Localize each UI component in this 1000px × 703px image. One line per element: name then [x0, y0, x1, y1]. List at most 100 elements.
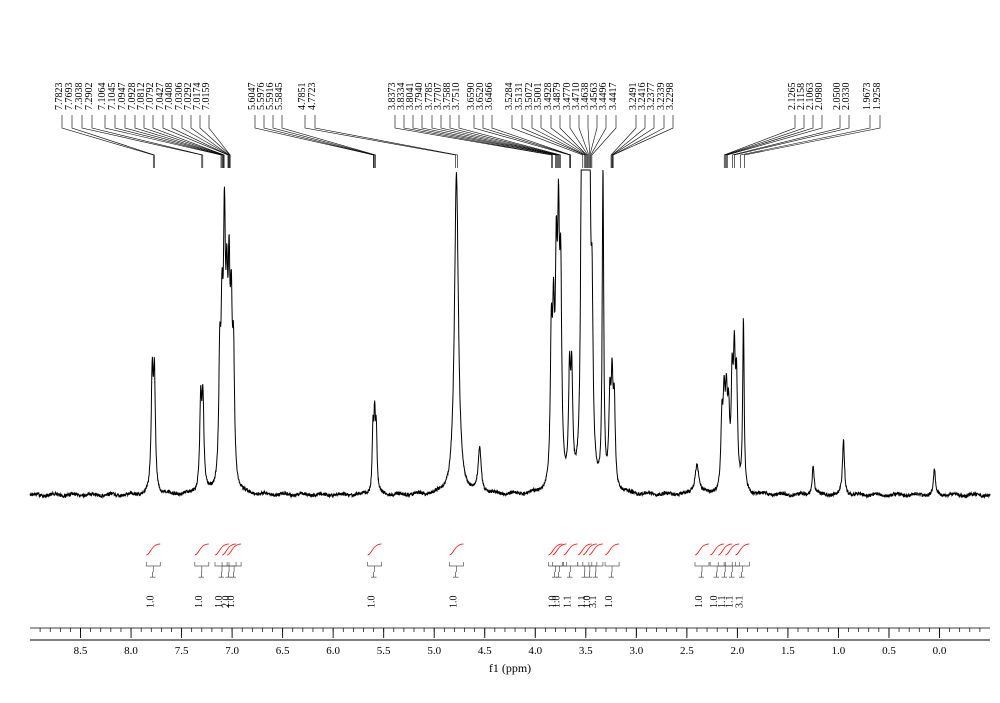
peak-leader — [592, 115, 616, 168]
integral-label: 3.1 — [734, 596, 745, 609]
x-tick-label: 7.0 — [225, 645, 239, 657]
integral-label: 1.0 — [145, 596, 156, 609]
peak-label: 2.0330 — [841, 83, 852, 111]
integral-curve — [710, 544, 724, 555]
integral-label: 1.0 — [552, 596, 563, 609]
integral-bracket — [368, 562, 382, 566]
peak-label: 4.7723 — [307, 83, 318, 111]
integral-label: 1.0 — [448, 596, 459, 609]
x-tick-label: 2.5 — [680, 645, 694, 657]
integral-bracket — [710, 562, 724, 566]
integral-arrow: ⊢ — [591, 571, 600, 578]
x-tick-label: 6.0 — [326, 645, 340, 657]
integral-label: 3.1 — [588, 596, 599, 609]
integral-label: 1.0 — [694, 596, 705, 609]
peak-label: 3.2298 — [665, 83, 676, 111]
x-tick-label: 8.0 — [124, 645, 138, 657]
peak-label: 2.0980 — [814, 83, 825, 111]
peak-leader — [612, 115, 645, 168]
integral-bracket — [695, 562, 709, 566]
peak-leader — [726, 115, 813, 168]
integral-label: 1.0 — [194, 596, 205, 609]
peak-leader — [579, 115, 589, 168]
peak-label: 5.5845 — [274, 83, 285, 111]
x-tick-label: 4.0 — [528, 645, 542, 657]
peak-label: 3.6466 — [484, 83, 495, 111]
integral-curve — [583, 544, 597, 555]
peak-label: 3.7510 — [451, 83, 462, 111]
peak-leader — [612, 115, 654, 168]
spectrum-trace — [30, 170, 990, 498]
integral-curve — [146, 544, 160, 555]
peak-leader — [209, 115, 230, 168]
peak-leader — [163, 115, 228, 168]
integral-curve — [195, 544, 209, 555]
x-tick-label: 0.0 — [933, 645, 947, 657]
integral-curve — [227, 544, 241, 555]
integral-bracket — [578, 562, 592, 566]
nmr-spectrum-chart: 7.78237.76937.30387.29027.10647.10457.09… — [0, 0, 1000, 703]
peak-leader — [432, 115, 557, 168]
x-tick-label: 7.5 — [175, 645, 189, 657]
integral-curve — [368, 544, 382, 555]
peak-leader — [611, 115, 636, 168]
integral-curve — [695, 544, 709, 555]
integral-arrow: ⊢ — [451, 571, 460, 578]
peak-leader — [404, 115, 552, 168]
integral-curve — [589, 544, 603, 555]
peak-leader — [200, 115, 230, 168]
peak-leader — [727, 115, 822, 168]
integral-label: 1.0 — [367, 596, 378, 609]
integral-curve — [449, 544, 463, 555]
integral-arrow: ⊢ — [197, 571, 206, 578]
peak-leader — [191, 115, 229, 168]
integral-bracket — [583, 562, 597, 566]
peak-leader — [422, 115, 556, 168]
integral-arrow: ⊢ — [697, 571, 706, 578]
integral-label: 1.0 — [226, 596, 237, 609]
x-tick-label: 0.5 — [882, 645, 896, 657]
x-tick-label: 1.0 — [832, 645, 846, 657]
integral-bracket — [553, 562, 567, 566]
peak-leader — [395, 115, 551, 168]
x-axis-label: f1 (ppm) — [489, 661, 531, 675]
peak-leader — [315, 115, 457, 168]
peak-leader — [125, 115, 223, 168]
integral-arrow: ⊢ — [727, 571, 736, 578]
integral-arrow: ⊢ — [370, 571, 379, 578]
integral-bracket — [146, 562, 160, 566]
peak-leader — [413, 115, 555, 168]
peak-leader — [734, 115, 849, 168]
integral-curve — [553, 544, 567, 555]
integral-arrow: ⊢ — [566, 571, 575, 578]
peak-label: 1.9258 — [872, 83, 883, 111]
x-tick-label: 5.5 — [377, 645, 391, 657]
integral-curve — [735, 544, 749, 555]
integral-bracket — [589, 562, 603, 566]
integral-arrow: ⊢ — [148, 571, 157, 578]
integral-bracket — [195, 562, 209, 566]
integral-bracket — [564, 562, 578, 566]
peak-leader — [450, 115, 560, 168]
peak-label: 7.0159 — [201, 83, 212, 111]
x-tick-label: 3.0 — [629, 645, 643, 657]
x-tick-label: 6.5 — [276, 645, 290, 657]
peak-label: 3.4417 — [608, 83, 619, 111]
peak-leader — [282, 115, 376, 168]
x-tick-label: 1.5 — [781, 645, 795, 657]
integral-arrow: ⊢ — [229, 571, 238, 578]
integral-bracket — [548, 562, 562, 566]
integral-arrow: ⊢ — [737, 571, 746, 578]
peak-leader — [273, 115, 375, 168]
peak-leader — [144, 115, 224, 168]
x-tick-label: 8.5 — [74, 645, 88, 657]
integral-bracket — [449, 562, 463, 566]
integral-curve — [564, 544, 578, 555]
peak-leader — [264, 115, 374, 168]
integral-arrow: ⊢ — [607, 571, 616, 578]
integral-bracket — [605, 562, 619, 566]
integral-label: 1.0 — [604, 596, 615, 609]
peak-leader — [732, 115, 840, 168]
x-tick-label: 5.0 — [427, 645, 441, 657]
x-tick-label: 4.5 — [478, 645, 492, 657]
